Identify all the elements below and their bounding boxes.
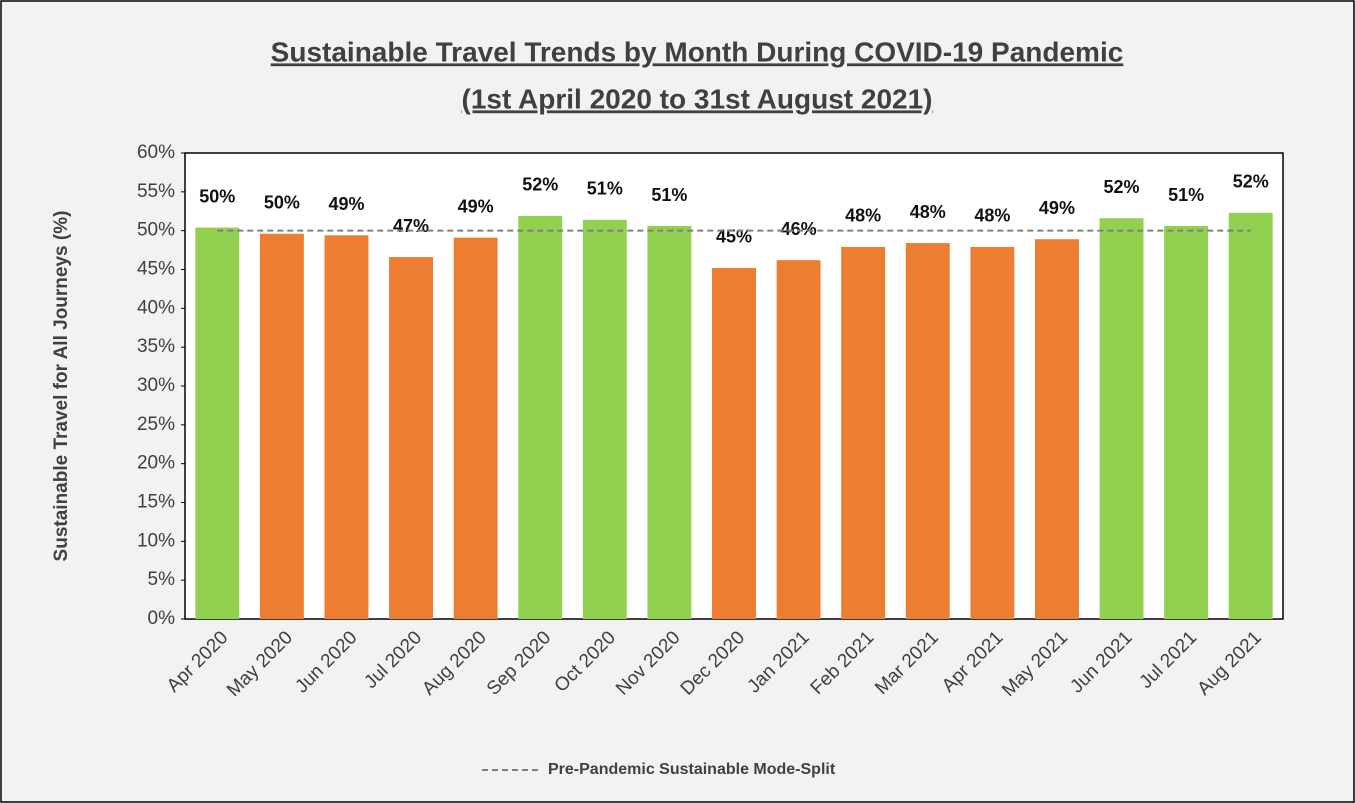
data-label: 49% — [328, 194, 364, 214]
bar — [389, 257, 434, 619]
bar — [1034, 239, 1079, 619]
bar — [776, 260, 821, 619]
bar — [841, 246, 886, 619]
bar — [712, 267, 756, 619]
y-tick-label: 60% — [137, 142, 175, 163]
data-label: 51% — [587, 179, 623, 199]
bar — [647, 226, 692, 620]
data-label: 51% — [651, 185, 687, 205]
bar — [970, 246, 1015, 619]
legend-label: Pre-Pandemic Sustainable Mode-Split — [548, 761, 836, 778]
data-label: 48% — [974, 206, 1010, 226]
chart-subtitle: (1st April 2020 to 31st August 2021) — [462, 83, 933, 114]
y-tick-label: 55% — [137, 181, 175, 202]
y-tick-label: 20% — [137, 453, 175, 474]
data-label: 52% — [522, 175, 558, 195]
y-tick-label: 35% — [137, 336, 175, 357]
y-tick-label: 25% — [137, 414, 175, 435]
y-tick-label: 15% — [137, 492, 175, 513]
data-label: 48% — [845, 206, 881, 226]
y-tick-label: 0% — [148, 608, 176, 629]
data-label: 52% — [1104, 177, 1140, 197]
data-label: 52% — [1233, 172, 1269, 192]
data-label: 45% — [716, 227, 752, 247]
data-label: 48% — [910, 202, 946, 222]
bar — [453, 237, 498, 619]
bar — [259, 233, 304, 620]
bar — [195, 227, 240, 619]
bar — [518, 215, 563, 619]
data-label: 47% — [393, 216, 429, 236]
data-label: 50% — [199, 186, 235, 206]
bar — [1099, 218, 1144, 620]
bar — [324, 235, 369, 619]
chart-title: Sustainable Travel Trends by Month Durin… — [271, 36, 1124, 67]
data-label: 49% — [1039, 198, 1075, 218]
data-label: 49% — [458, 196, 494, 216]
y-tick-label: 10% — [137, 530, 175, 551]
bar — [905, 243, 950, 620]
y-tick-label: 50% — [137, 220, 175, 241]
y-tick-label: 40% — [137, 297, 175, 318]
bar — [582, 219, 627, 619]
y-tick-label: 45% — [137, 259, 175, 280]
y-tick-label: 5% — [148, 569, 176, 590]
y-tick-label: 30% — [137, 375, 175, 396]
bar — [1228, 212, 1273, 619]
data-label: 50% — [264, 193, 300, 213]
data-label: 51% — [1168, 185, 1204, 205]
bar — [1164, 226, 1209, 620]
y-axis-label: Sustainable Travel for All Journeys (%) — [51, 211, 72, 562]
data-label: 46% — [781, 219, 817, 239]
